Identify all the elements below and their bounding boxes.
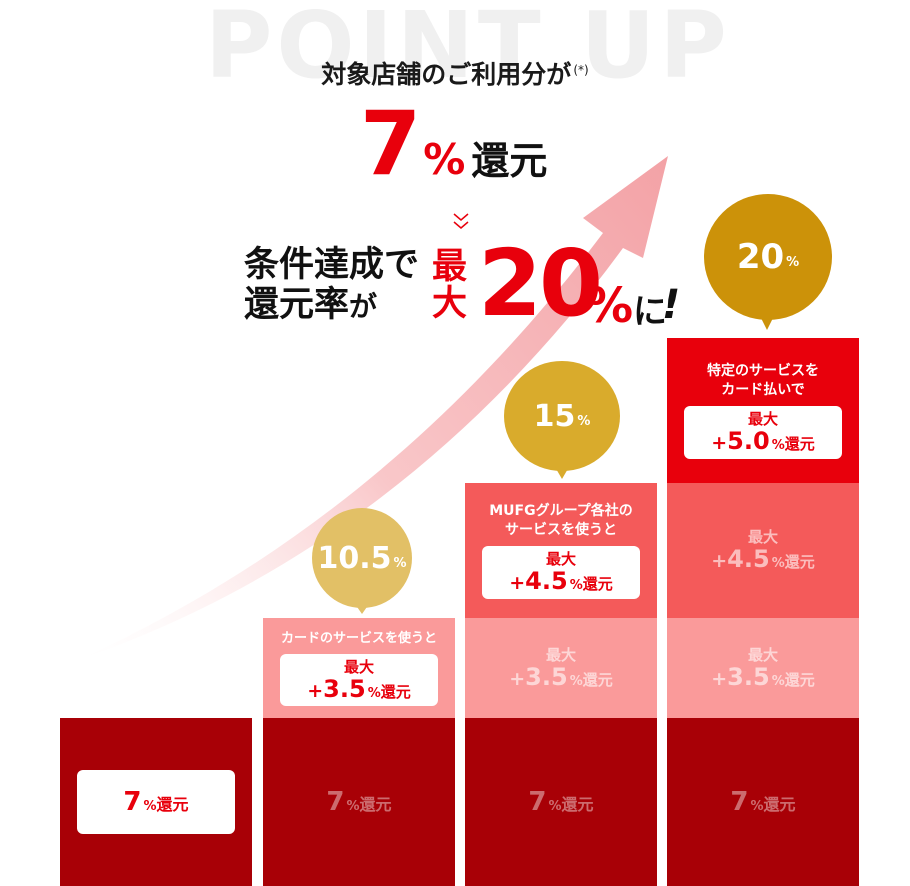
- mufg-service-bonus: 最大 +4.5 %還元: [482, 546, 640, 599]
- card-service-faded: 最大 +3.5 %還元: [509, 645, 613, 691]
- base-block: 7 %還元: [667, 718, 859, 886]
- base-rate-number: 7: [360, 92, 422, 195]
- bubble-20: 20%: [704, 194, 832, 320]
- base-rate-percent: %: [423, 135, 466, 184]
- mufg-service-caption: MUFGグループ各社の サービスを使うと: [489, 503, 633, 539]
- base-rate-label: 還元: [471, 139, 548, 183]
- specific-service-bonus: 最大 +5.0 %還元: [684, 406, 842, 459]
- condition-text: 条件達成で 還元率が: [244, 245, 420, 325]
- exclamation-mark: !: [662, 282, 681, 328]
- card-service-faded: 最大 +3.5 %還元: [711, 645, 815, 691]
- base-block: 7 %還元: [263, 718, 455, 886]
- bubble-tail: [760, 316, 774, 330]
- card-service-bonus: 最大 +3.5 %還元: [280, 653, 438, 706]
- condition-line-1: 条件達成で: [244, 245, 420, 285]
- base-rate-faded: 7 %還元: [326, 787, 392, 817]
- bubble-value: 15: [533, 398, 576, 434]
- specific-service-block: 特定のサービスを カード払いで 最大 +5.0 %還元: [667, 338, 859, 483]
- mufg-service-faded: 最大 +4.5 %還元: [711, 528, 815, 574]
- condition-particle: が: [349, 289, 378, 323]
- max-rate-percent: %: [585, 278, 634, 334]
- card-service-block: カードのサービスを使うと 最大 +3.5 %還元: [263, 618, 455, 718]
- base-rate-faded: 7 %還元: [528, 787, 594, 817]
- point-up-watermark: POINT UP: [205, 0, 731, 99]
- base-rate-headline: 7% 還元: [360, 100, 547, 188]
- bubble-tail: [355, 604, 369, 614]
- bubble-percent: %: [577, 413, 591, 429]
- card-service-block: 最大 +3.5 %還元: [465, 618, 657, 718]
- mufg-service-block: 最大 +4.5 %還元: [667, 483, 859, 618]
- condition-line-2: 還元率: [244, 284, 350, 325]
- max-rate-number: 20: [478, 230, 603, 337]
- base-rate-text: 7 %還元: [123, 787, 189, 817]
- bubble-value: 20: [736, 237, 785, 277]
- headline-lead-text: 対象店舗のご利用分が: [321, 60, 572, 89]
- max-label: 最大: [432, 247, 468, 324]
- bubble-value: 10.5: [317, 540, 392, 576]
- chevron-down-icon: [453, 213, 469, 229]
- bubble-percent: %: [786, 254, 800, 270]
- headline-lead: 対象店舗のご利用分が (*): [0, 55, 910, 91]
- base-rate-faded: 7 %還元: [730, 787, 796, 817]
- base-block: 7 %還元: [465, 718, 657, 886]
- base-rate-box: 7 %還元: [77, 770, 235, 834]
- mufg-service-block: MUFGグループ各社の サービスを使うと 最大 +4.5 %還元: [465, 483, 657, 618]
- bubble-tail: [555, 467, 569, 479]
- card-service-block: 最大 +3.5 %還元: [667, 618, 859, 718]
- card-service-caption: カードのサービスを使うと: [280, 631, 437, 647]
- bubble-percent: %: [393, 555, 407, 571]
- bubble-15: 15%: [504, 361, 620, 471]
- footnote-mark: (*): [573, 62, 589, 77]
- max-rate-suffix: に: [633, 292, 667, 332]
- specific-service-caption: 特定のサービスを カード払いで: [707, 363, 819, 399]
- bubble-10-5: 10.5%: [312, 508, 412, 608]
- base-block: 7 %還元: [60, 718, 252, 886]
